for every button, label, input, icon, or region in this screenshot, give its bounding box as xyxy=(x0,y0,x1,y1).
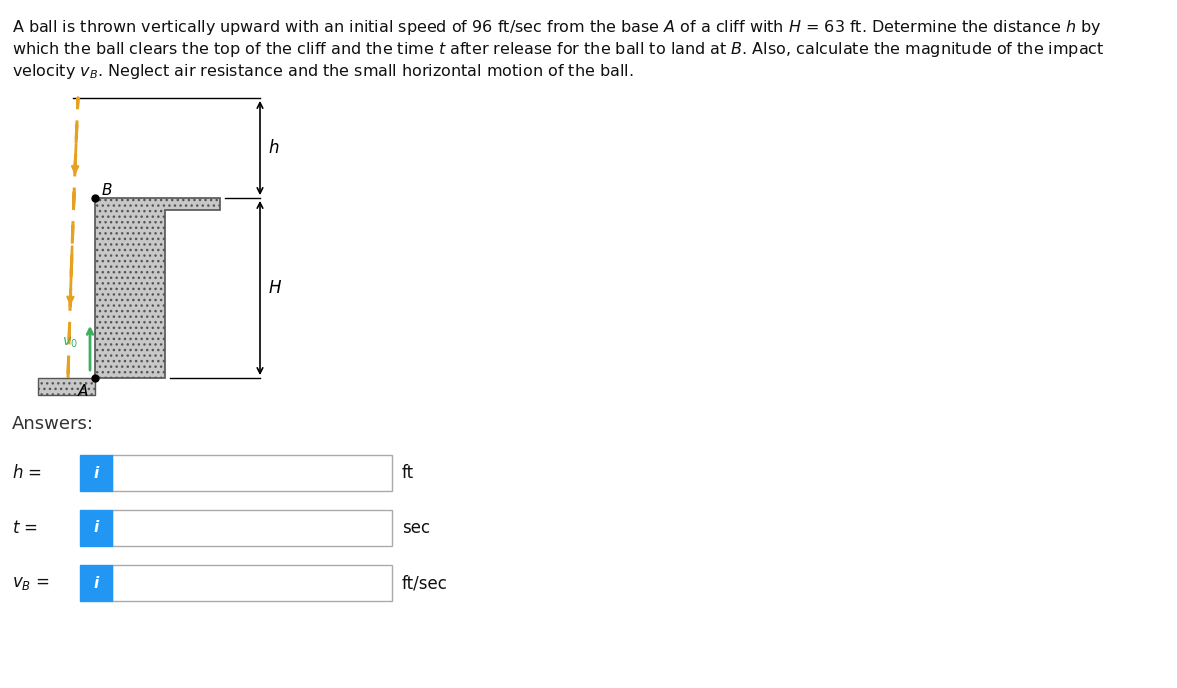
Text: velocity $v_B$. Neglect air resistance and the small horizontal motion of the ba: velocity $v_B$. Neglect air resistance a… xyxy=(12,62,633,81)
Text: $v_0$: $v_0$ xyxy=(62,336,78,350)
Text: sec: sec xyxy=(403,519,430,537)
FancyBboxPatch shape xyxy=(112,510,392,546)
Text: A ball is thrown vertically upward with an initial speed of 96 ft/sec from the b: A ball is thrown vertically upward with … xyxy=(12,18,1102,37)
Text: $B$: $B$ xyxy=(101,182,113,198)
FancyBboxPatch shape xyxy=(112,455,392,491)
Text: ft/sec: ft/sec xyxy=(403,574,448,592)
Polygon shape xyxy=(38,378,95,395)
Polygon shape xyxy=(95,198,220,378)
Text: $t$ =: $t$ = xyxy=(12,519,38,537)
FancyBboxPatch shape xyxy=(80,455,112,491)
Text: $H$: $H$ xyxy=(268,279,282,297)
Text: which the ball clears the top of the cliff and the time $t$ after release for th: which the ball clears the top of the cli… xyxy=(12,40,1104,59)
Text: Answers:: Answers: xyxy=(12,415,94,433)
Text: i: i xyxy=(93,521,99,535)
FancyBboxPatch shape xyxy=(80,565,112,601)
Text: $h$ =: $h$ = xyxy=(12,464,42,482)
Text: $v_B$ =: $v_B$ = xyxy=(12,574,49,592)
Text: ft: ft xyxy=(403,464,414,482)
Text: i: i xyxy=(93,466,99,480)
FancyBboxPatch shape xyxy=(80,510,112,546)
Text: $h$: $h$ xyxy=(268,139,279,157)
Text: i: i xyxy=(93,575,99,590)
Text: $A$: $A$ xyxy=(77,383,89,399)
FancyBboxPatch shape xyxy=(112,565,392,601)
